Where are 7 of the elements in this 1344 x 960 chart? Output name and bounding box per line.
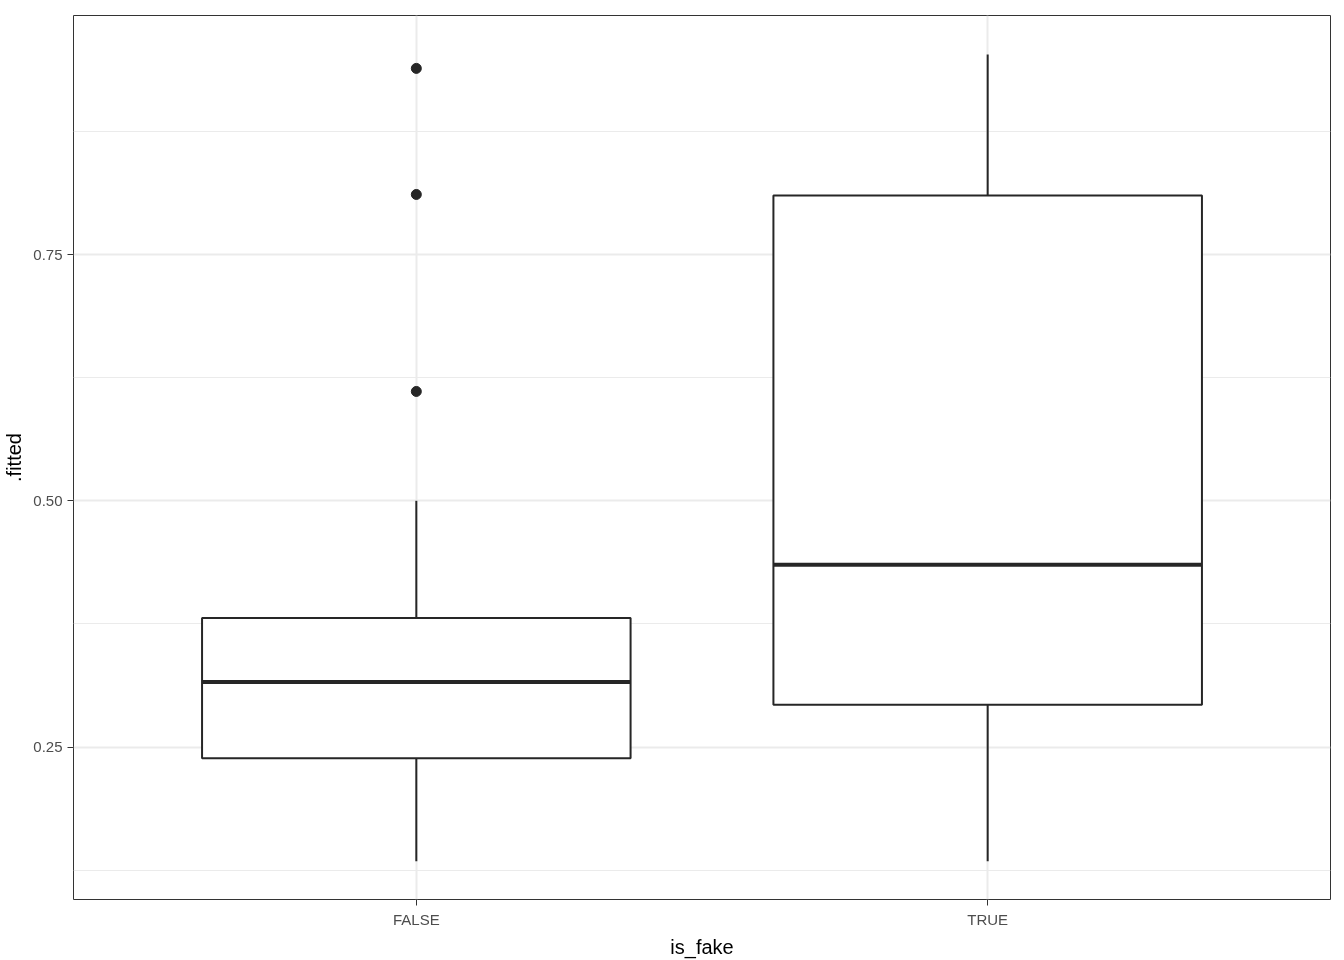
y-tick-label: 0.25 bbox=[33, 738, 63, 756]
x-tick-label: TRUE bbox=[967, 910, 1009, 928]
x-tick-label: FALSE bbox=[392, 910, 440, 928]
y-axis-title: .fitted bbox=[3, 433, 26, 482]
y-tick-label: 0.50 bbox=[33, 491, 63, 509]
y-tick-label: 0.75 bbox=[33, 245, 63, 263]
x-axis-title: is_fake bbox=[670, 935, 734, 959]
